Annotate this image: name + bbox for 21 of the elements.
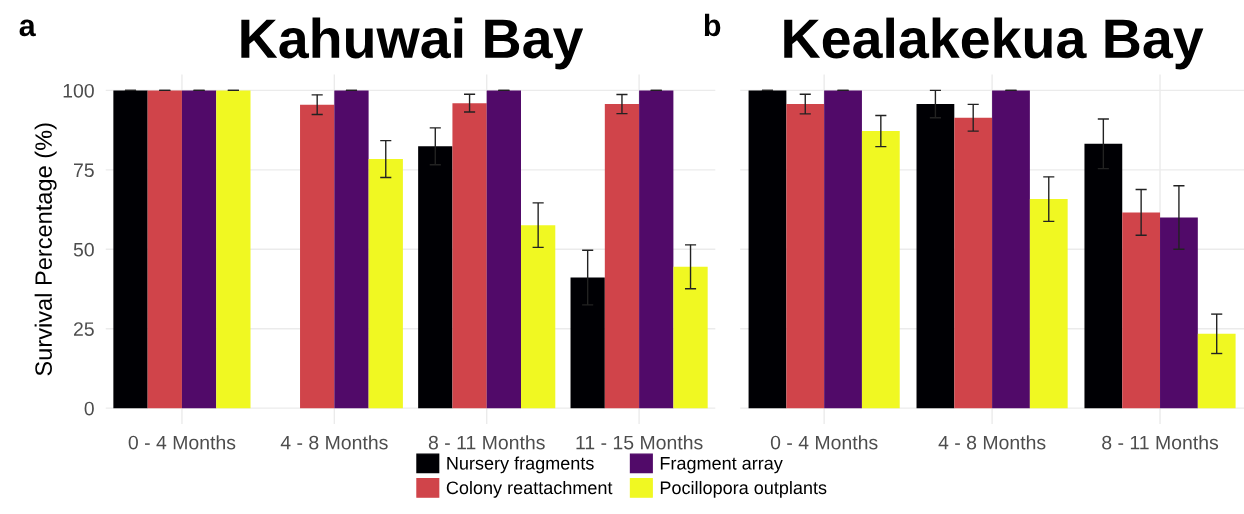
x-tick-label: 11 - 15 Months (576, 435, 703, 450)
x-tick-label: 4 - 8 Months (280, 435, 388, 450)
x-tick-label: 0 - 4 Months (770, 435, 878, 450)
legend-label: Colony reattachment (446, 480, 613, 498)
chart-title: Kahuwai Bay (241, 17, 584, 70)
y-tick-label: 0 (84, 401, 94, 416)
x-tick-label: 8 - 11 Months (428, 435, 545, 450)
y-tick-label: 75 (74, 163, 94, 178)
y-tick-label: 50 (73, 242, 94, 257)
x-tick-label: 4 - 8 Months (938, 435, 1046, 450)
legend-label: Fragment array (660, 457, 783, 474)
chart-title: Kealakekua Bay (784, 17, 1204, 70)
y-tick-label: 25 (73, 322, 94, 336)
x-tick-label: 0 - 4 Months (128, 435, 236, 450)
legend-label: Nursery fragments (447, 456, 594, 474)
y-axis-title: Survival Percentage (%) (34, 123, 57, 376)
x-tick-label: 8 - 11 Months (1102, 435, 1219, 450)
text: a (19, 19, 36, 37)
legend-label: Pocillopora outplants (660, 480, 827, 498)
y-tick-label: 100 (63, 83, 94, 98)
text: b (704, 13, 721, 37)
